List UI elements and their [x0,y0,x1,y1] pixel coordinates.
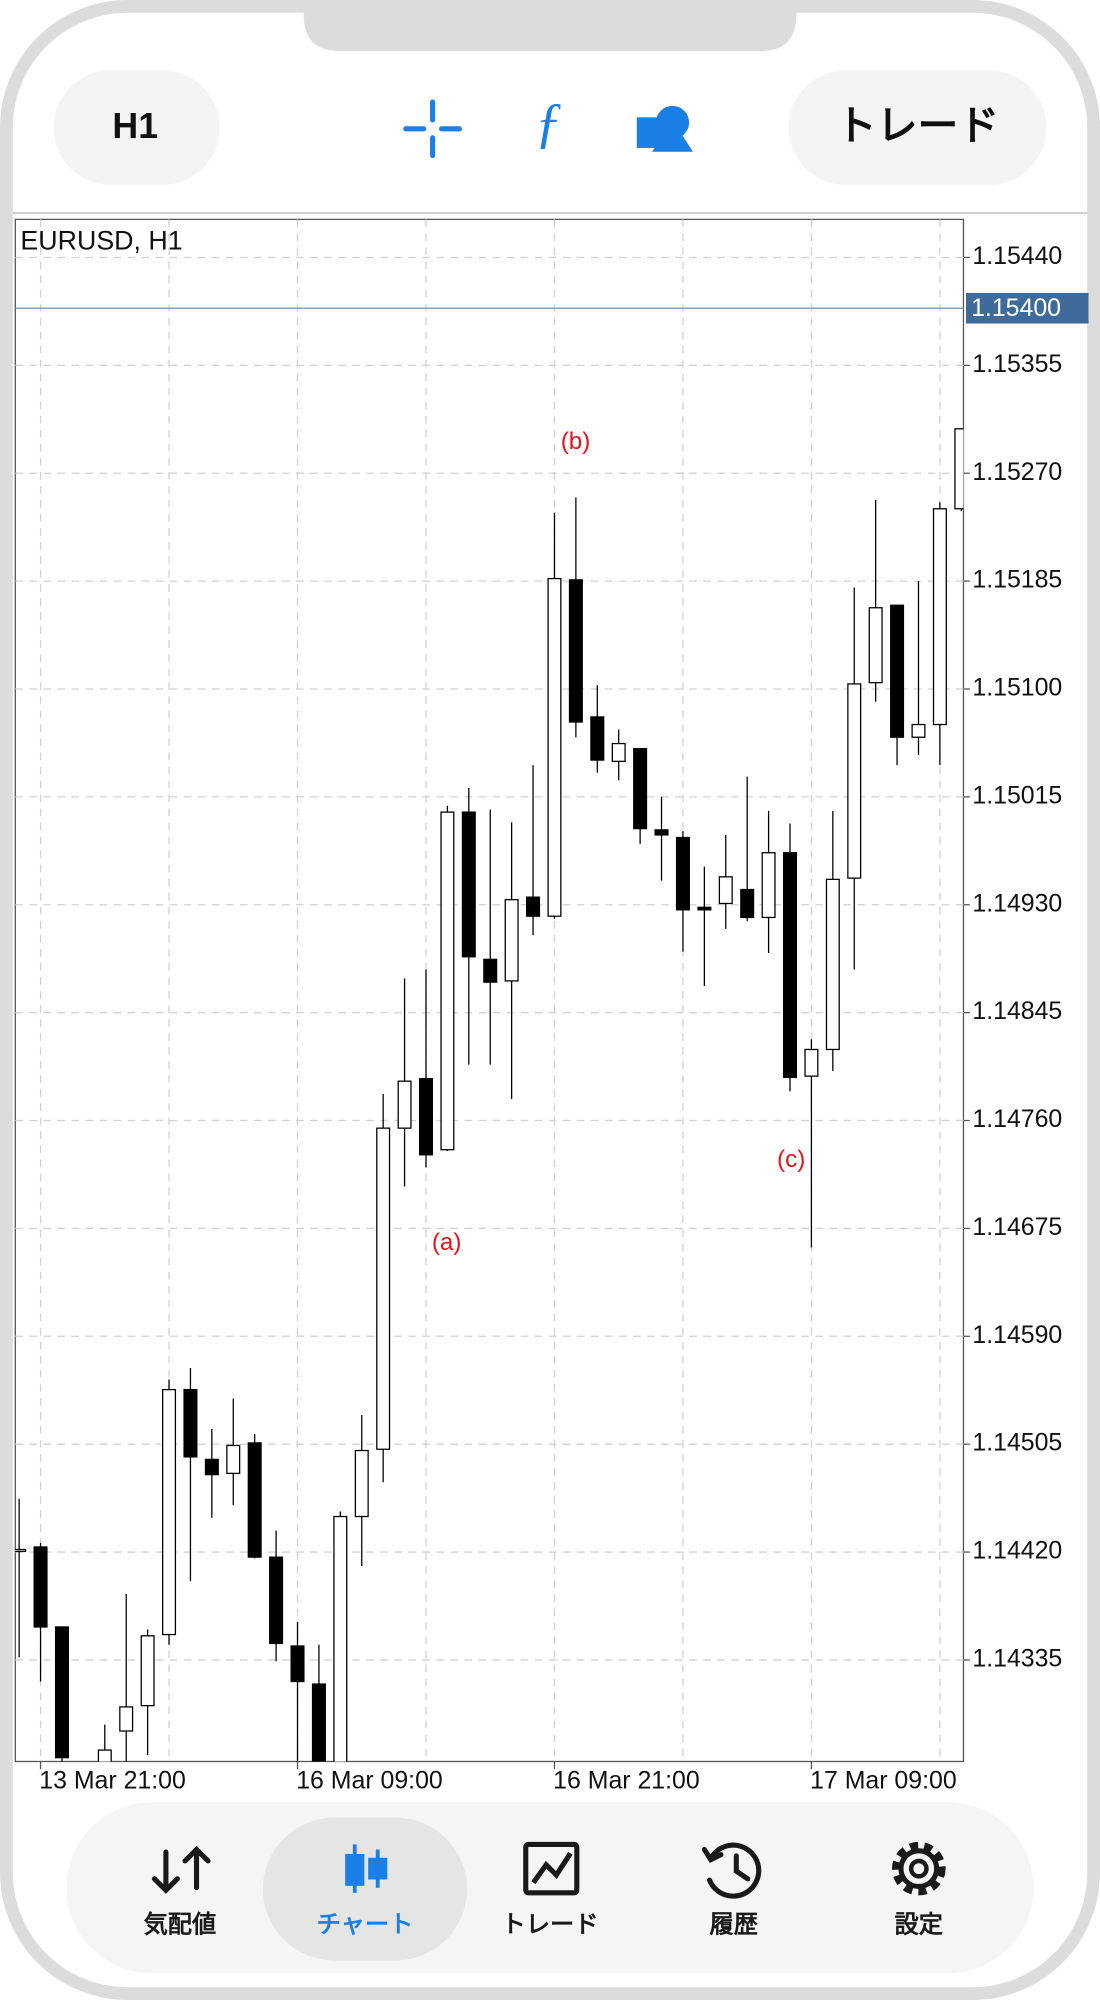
nav-label[interactable]: 履歴 [710,1911,758,1938]
candle-body [675,836,690,911]
candle-body [932,508,947,726]
axis-labels: 1.15440 1.15355 1.15270 1.15185 1.15100 1.150… [39,242,1089,1794]
candle-body [804,1048,819,1077]
candle-body [568,579,583,723]
symbol-title: EURUSD, H1 [20,225,182,255]
candle-body [890,604,905,738]
trade-button[interactable] [788,70,1047,185]
candle-body [461,811,476,958]
chart-icon[interactable] [345,1844,388,1893]
timeframe-label: H1 [112,106,158,146]
candle-body [333,1515,348,1762]
notch [303,0,797,52]
candle-body [397,1080,412,1129]
nav-label[interactable]: トレード [502,1911,599,1938]
candle-body [590,716,605,761]
trade-button-label: トレード [836,103,999,149]
candle-body [697,906,712,911]
y-tick-label: 1.14675 [972,1213,1062,1241]
candle-body [761,852,776,919]
candle-body [290,1645,305,1683]
candle-body [247,1442,262,1558]
candles [15,307,964,1762]
y-tick-label: 1.15355 [972,350,1062,378]
crosshair-icon[interactable] [403,99,462,159]
annotation: (a) [432,1229,462,1256]
x-tick-label: 17 Mar 09:00 [810,1766,957,1794]
candle-body [782,852,798,1079]
annotation: (b) [561,428,591,455]
candle-body [418,1078,434,1156]
candle-body [269,1556,284,1645]
current-price-box [966,292,1089,324]
nav-label[interactable]: 設定 [895,1911,943,1938]
candle-body [868,607,883,684]
x-tick-label: 16 Mar 21:00 [553,1766,700,1794]
y-tick-label: 1.14335 [972,1645,1062,1673]
candle-body [611,742,626,762]
candle-body [547,577,562,917]
candle-body [633,748,648,830]
candle-body [140,1635,155,1707]
candle-body [718,876,733,905]
history-icon[interactable] [701,1842,762,1899]
y-tick-label: 1.15015 [972,781,1062,809]
candle-body [354,1449,369,1518]
nav-labels: 気配値 チャート トレード 履歴 設定 [144,1910,943,1938]
grid-layer [15,219,964,1762]
y-tick-label: 1.14505 [972,1429,1062,1457]
candle-body [847,683,862,879]
candle-body [376,1127,391,1450]
candle-body [654,829,669,836]
candle-body [311,1683,326,1762]
y-tick-label: 1.15100 [972,674,1062,702]
candle-body [54,1626,69,1759]
y-tick-label: 1.14760 [972,1105,1062,1133]
candle-body [204,1458,219,1476]
candle-body [526,896,541,917]
settings-icon[interactable] [891,1841,946,1896]
candle-body [740,888,755,919]
y-tick-label: 1.15185 [972,566,1062,594]
candle-body [33,1546,48,1628]
candle-body [954,428,964,510]
x-tick-label: 13 Mar 21:00 [39,1766,186,1794]
plot-area [14,218,965,1763]
candle-body [15,1548,27,1553]
nav-label[interactable]: チャート [317,1911,414,1938]
candle-body [911,723,926,738]
candle-body [504,899,519,982]
candle-body [162,1388,177,1636]
y-tick-label: 1.14930 [972,889,1062,917]
y-tick-label: 1.14420 [972,1537,1062,1565]
candle-body [483,958,498,983]
y-tick-label: 1.14845 [972,997,1062,1025]
y-tick-label: 1.15270 [972,458,1062,486]
candle-body [226,1444,241,1475]
trade-icon[interactable] [523,1841,580,1896]
candle-body [97,1749,112,1762]
candle-body [119,1706,134,1732]
quotes-icon[interactable] [151,1845,211,1894]
objects-icon[interactable] [636,105,693,152]
indicator-icon[interactable]: ƒ [535,93,563,155]
current-price-label: 1.15400 [971,294,1061,322]
candle-body [183,1388,198,1458]
y-tick-label: 1.15440 [972,242,1062,270]
bottom-nav [66,1802,1034,1974]
nav-label[interactable]: 気配値 [144,1910,217,1938]
x-tick-label: 16 Mar 09:00 [296,1766,443,1794]
nav-active-bg [262,1817,468,1961]
timeframe-button[interactable] [53,70,220,185]
y-tick-label: 1.14590 [972,1321,1062,1349]
annotation: (c) [777,1146,805,1173]
candle-body [825,878,840,1051]
candle-body [440,811,455,1151]
